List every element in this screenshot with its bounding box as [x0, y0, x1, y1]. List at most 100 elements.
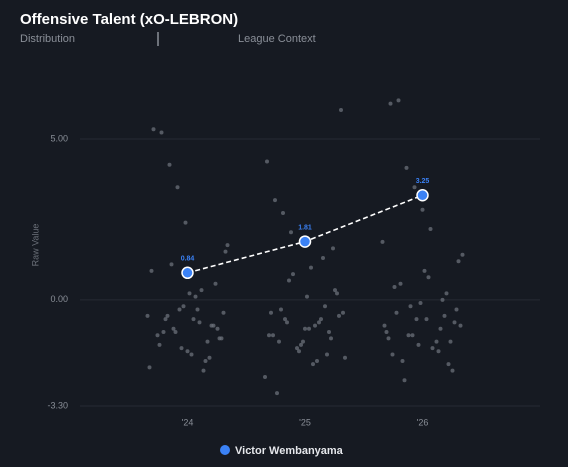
distribution-point: [159, 130, 164, 135]
distribution-point: [335, 291, 339, 296]
distribution-point: [321, 256, 325, 261]
distribution-point: [225, 243, 230, 248]
distribution-point: [430, 346, 435, 351]
distribution-point: [299, 342, 303, 347]
distribution-point: [167, 162, 172, 167]
distribution-point: [149, 268, 154, 273]
distribution-point: [392, 284, 397, 289]
distribution-point: [444, 291, 449, 296]
chart-title: Offensive Talent (xO-LEBRON): [20, 11, 238, 28]
distribution-point: [386, 336, 391, 341]
distribution-point: [265, 159, 269, 164]
distribution-point: [408, 304, 413, 309]
distribution-point: [339, 108, 343, 113]
distribution-point: [307, 326, 311, 331]
distribution-point: [163, 317, 168, 322]
distribution-point: [422, 268, 427, 273]
data-label: 3.25: [416, 178, 430, 185]
data-label: 0.84: [181, 256, 195, 263]
distribution-point: [203, 358, 208, 363]
x-tick-label: '24: [182, 417, 194, 427]
distribution-point: [313, 323, 317, 328]
distribution-point: [217, 336, 222, 341]
distribution-point: [382, 323, 387, 328]
distribution-point: [309, 265, 313, 270]
distribution-point: [157, 342, 162, 347]
x-tick-label: '26: [417, 417, 429, 427]
distribution-point: [171, 326, 176, 331]
distribution-point: [263, 375, 267, 380]
distribution-point: [205, 339, 210, 344]
distribution-point: [187, 291, 192, 296]
distribution-point: [151, 127, 156, 132]
distribution-point: [390, 352, 395, 357]
distribution-point: [199, 288, 204, 293]
distribution-point: [279, 307, 283, 312]
distribution-point: [289, 230, 293, 235]
series-point: [298, 235, 312, 248]
distribution-point: [343, 355, 347, 360]
distribution-point: [183, 220, 188, 225]
distribution-point: [337, 313, 341, 318]
distribution-point: [394, 310, 399, 315]
distribution-point: [201, 368, 206, 373]
distribution-point: [331, 246, 335, 251]
distribution-point: [311, 362, 315, 367]
series-point: [181, 266, 194, 280]
distribution-point: [384, 330, 389, 335]
y-tick-label: -3.30: [47, 400, 68, 410]
distribution-point: [179, 346, 184, 351]
distribution-point: [283, 317, 287, 322]
distribution-point: [325, 352, 329, 357]
distribution-point: [285, 320, 289, 325]
distribution-point: [380, 239, 385, 244]
distribution-point: [428, 227, 433, 232]
legend-marker: [220, 445, 230, 455]
distribution-point: [207, 355, 212, 360]
distribution-point: [402, 378, 407, 383]
tab[interactable]: League Context: [238, 33, 316, 45]
x-tick-label: '25: [299, 417, 311, 427]
distribution-point: [448, 339, 453, 344]
distribution-point: [221, 310, 226, 315]
distribution-point: [438, 326, 443, 331]
distribution-point: [161, 330, 166, 335]
distribution-point: [404, 165, 409, 170]
distribution-point: [197, 320, 202, 325]
distribution-point: [305, 294, 309, 299]
distribution-point: [301, 339, 305, 344]
distribution-point: [329, 336, 333, 341]
y-tick-label: 5.00: [50, 133, 68, 143]
distribution-point: [191, 317, 196, 322]
distribution-point: [271, 333, 275, 338]
distribution-point: [273, 198, 277, 203]
distribution-point: [400, 358, 405, 363]
distribution-point: [396, 98, 401, 103]
distribution-point: [281, 210, 285, 215]
y-axis-label: Raw Value: [30, 224, 40, 267]
distribution-point: [181, 304, 186, 309]
distribution-point: [267, 333, 271, 338]
distribution-point: [452, 320, 457, 325]
distribution-point: [440, 297, 445, 302]
tab[interactable]: Distribution: [20, 33, 75, 45]
distribution-point: [434, 339, 439, 344]
distribution-point: [175, 185, 180, 190]
series-point: [416, 189, 429, 202]
distribution-point: [269, 310, 273, 315]
distribution-point: [155, 333, 160, 338]
distribution-point: [416, 342, 421, 347]
distribution-point: [277, 339, 281, 344]
distribution-point: [327, 330, 331, 335]
distribution-point: [213, 281, 218, 286]
series-line: [187, 194, 423, 274]
distribution-point: [454, 307, 459, 312]
distribution-point: [287, 278, 291, 283]
distribution-point: [295, 346, 299, 351]
distribution-point: [406, 333, 411, 338]
distribution-point: [456, 259, 461, 264]
distribution-point: [303, 326, 307, 331]
distribution-point: [291, 272, 295, 277]
legend-label: Victor Wembanyama: [235, 445, 344, 457]
distribution-point: [426, 275, 431, 280]
